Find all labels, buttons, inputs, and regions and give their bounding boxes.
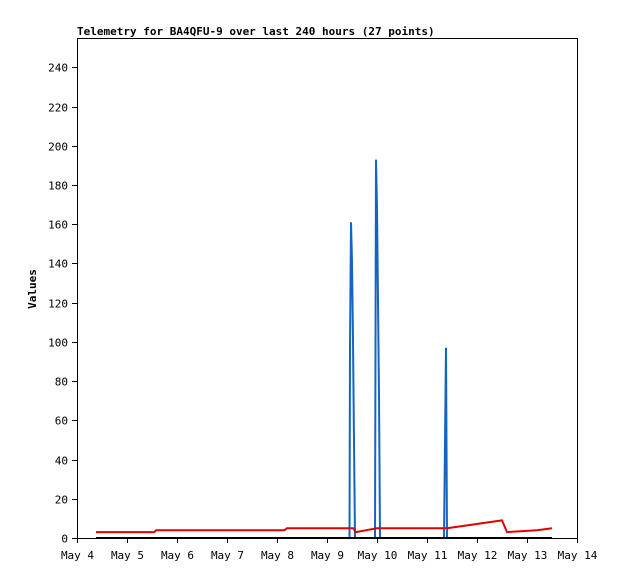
y-tick-label: 140 [48, 258, 68, 271]
y-tick-label: 240 [48, 62, 68, 75]
chart-title: Telemetry for BA4QFU-9 over last 240 hou… [77, 25, 435, 38]
x-tick-label: May 4 [61, 549, 94, 562]
y-tick-label: 220 [48, 102, 68, 115]
plot-area [77, 38, 578, 539]
x-tick-label: May 12 [458, 549, 498, 562]
x-tick-label: May 6 [161, 549, 194, 562]
series-line-0 [348, 159, 448, 539]
plot-frame [77, 38, 578, 539]
x-tick-label: May 14 [558, 549, 598, 562]
x-tick-label: May 7 [211, 549, 244, 562]
x-tick-label: May 5 [111, 549, 144, 562]
series-line-1 [96, 519, 553, 534]
x-tick-label: May 8 [261, 549, 294, 562]
y-tick-label: 80 [55, 376, 68, 389]
y-tick-label: 60 [55, 415, 68, 428]
y-tick-label: 160 [48, 219, 68, 232]
y-tick-label: 0 [61, 533, 68, 546]
y-axis: 0 20 40 60 80 100 120 140 160 180 200 220 240 [48, 62, 77, 546]
x-tick-label: May 9 [311, 549, 344, 562]
y-tick-label: 100 [48, 337, 68, 350]
y-tick-label: 40 [55, 455, 68, 468]
y-tick-label: 120 [48, 298, 68, 311]
x-axis: May 4 May 5 May 6 May 7 May 8 May 9 May 10 May … [61, 538, 598, 562]
y-tick-label: 20 [55, 494, 68, 507]
y-axis-label: Values [26, 269, 39, 309]
x-tick-label: May 11 [408, 549, 448, 562]
x-tick-label: May 10 [358, 549, 398, 562]
y-tick-label: 200 [48, 141, 68, 154]
y-tick-label: 180 [48, 180, 68, 193]
x-tick-label: May 13 [508, 549, 548, 562]
series-layer [96, 159, 553, 539]
